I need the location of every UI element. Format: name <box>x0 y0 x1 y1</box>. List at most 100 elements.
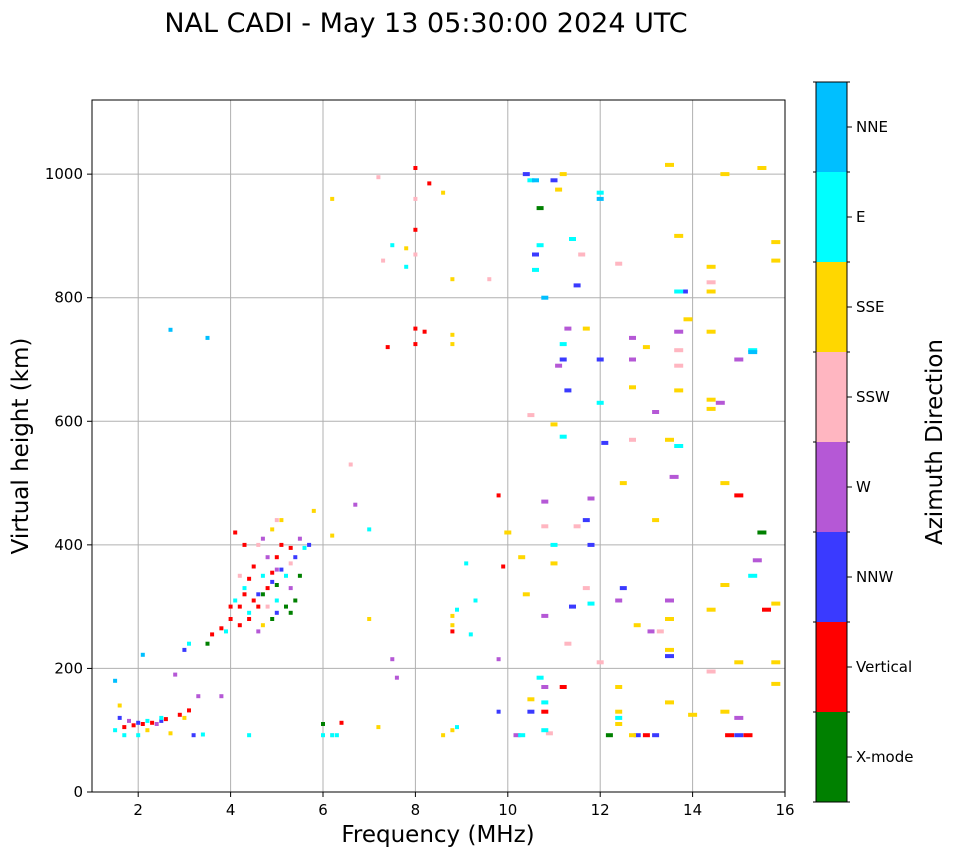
data-point <box>191 733 196 738</box>
colorbar-label-w: W <box>856 478 871 496</box>
data-point <box>205 335 210 340</box>
data-point <box>136 733 141 738</box>
data-point <box>187 708 191 713</box>
data-point <box>140 652 145 657</box>
data-point <box>652 518 660 523</box>
data-point <box>615 709 623 714</box>
data-point <box>629 437 636 442</box>
data-point <box>233 530 238 535</box>
y-tick-label: 0 <box>73 783 83 801</box>
data-point <box>762 607 771 612</box>
data-point <box>321 722 325 726</box>
x-tick-label: 10 <box>498 801 517 819</box>
colorbar-segment <box>816 82 847 172</box>
data-point <box>720 583 730 587</box>
data-point <box>674 289 684 294</box>
data-point <box>473 598 478 603</box>
series-ssw <box>237 175 716 738</box>
colorbar-segment <box>816 442 847 532</box>
data-point <box>629 335 636 340</box>
data-point <box>559 172 567 177</box>
data-point <box>173 672 178 677</box>
colorbar-segment <box>816 712 847 802</box>
data-point <box>219 626 224 631</box>
data-point <box>569 604 576 609</box>
data-point <box>734 493 744 498</box>
data-point <box>247 733 252 738</box>
data-point <box>615 722 623 726</box>
data-point <box>587 542 595 547</box>
data-point <box>265 586 270 591</box>
data-point <box>450 623 455 628</box>
data-point <box>665 162 674 167</box>
data-point <box>596 660 604 665</box>
data-point <box>555 363 563 368</box>
data-point <box>113 678 118 683</box>
data-point <box>122 733 127 738</box>
data-point <box>720 481 730 486</box>
data-point <box>665 700 674 705</box>
data-point <box>330 733 335 738</box>
data-point <box>450 629 455 634</box>
data-point <box>771 601 781 606</box>
data-point <box>720 709 730 714</box>
data-point <box>496 709 501 714</box>
data-point <box>629 357 636 362</box>
data-point <box>522 172 530 177</box>
data-point <box>720 172 730 177</box>
data-point <box>256 629 261 634</box>
data-point <box>228 617 233 621</box>
data-point <box>187 641 191 646</box>
data-point <box>582 586 590 591</box>
data-point <box>117 715 122 720</box>
data-point <box>247 617 252 621</box>
data-point <box>615 598 623 603</box>
data-point <box>150 720 155 725</box>
data-point <box>413 196 418 201</box>
data-point <box>237 623 242 628</box>
data-point <box>652 733 660 738</box>
data-point <box>279 542 284 547</box>
y-tick-label: 200 <box>54 659 83 677</box>
data-point <box>122 725 127 730</box>
colorbar-label-sse: SSE <box>856 298 885 316</box>
data-point <box>168 731 173 736</box>
colorbar-segment <box>816 172 847 262</box>
data-point <box>288 586 293 591</box>
data-point <box>532 178 539 183</box>
data-point <box>596 196 604 201</box>
data-point <box>404 264 409 269</box>
y-tick-label: 600 <box>54 412 83 430</box>
colorbar: X-mode Vertical NNW W SSW SSE E NNE <box>813 81 913 803</box>
data-point <box>582 326 590 331</box>
data-point <box>284 573 288 578</box>
data-point <box>131 723 136 728</box>
data-point <box>587 601 595 606</box>
data-point <box>270 617 275 621</box>
data-point <box>559 357 567 362</box>
data-point <box>678 289 688 294</box>
data-point <box>665 617 674 621</box>
data-point <box>321 733 325 738</box>
data-point <box>274 610 279 615</box>
data-point <box>404 246 409 251</box>
data-point <box>381 258 386 263</box>
x-tick-label: 2 <box>133 801 143 819</box>
data-point <box>674 363 684 368</box>
data-point <box>674 329 684 334</box>
data-points <box>113 162 781 738</box>
data-point <box>527 413 535 418</box>
data-point <box>140 722 145 726</box>
data-point <box>159 715 164 720</box>
x-axis-label: Frequency (MHz) <box>341 822 534 848</box>
data-point <box>541 700 549 705</box>
data-point <box>274 598 279 603</box>
data-point <box>706 607 716 612</box>
x-tick-label: 14 <box>683 801 702 819</box>
data-point <box>545 731 553 736</box>
data-point <box>487 277 492 282</box>
data-point <box>596 357 604 362</box>
x-tick-label: 16 <box>775 801 794 819</box>
data-point <box>450 342 455 347</box>
